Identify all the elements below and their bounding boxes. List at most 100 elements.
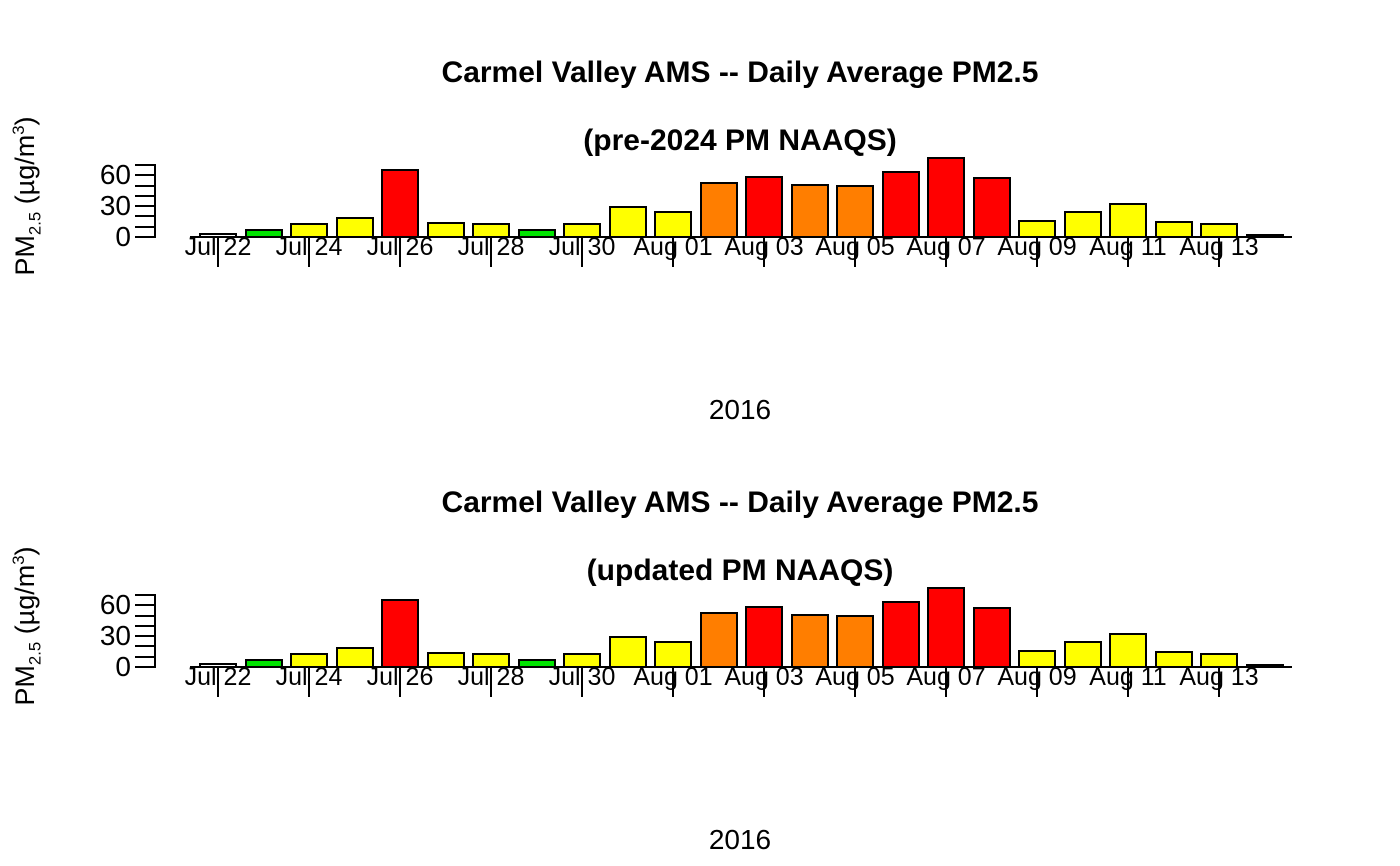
x-axis-year-label: 2016 [708, 394, 772, 425]
bar [336, 647, 374, 668]
y-tick [135, 635, 155, 638]
x-tick-label: Aug 07 [906, 233, 986, 261]
bar [973, 607, 1011, 668]
bar [518, 229, 556, 238]
bar [427, 222, 465, 238]
y-axis-label-units-open: (µg/m [10, 134, 40, 212]
x-tick-label: Jul 24 [275, 233, 343, 261]
x-tick-label: Jul 26 [366, 233, 434, 261]
y-tick [135, 624, 155, 627]
x-tick [1127, 237, 1129, 267]
y-tick [135, 604, 155, 607]
x-tick [1036, 667, 1038, 697]
x-tick [945, 237, 947, 267]
x-tick-label: Aug 03 [724, 233, 804, 261]
y-axis-label-prefix: PM [10, 665, 40, 706]
bar [791, 614, 829, 668]
y-tick [135, 174, 155, 177]
bar [518, 659, 556, 668]
y-tick [135, 655, 155, 658]
x-axis-line [190, 666, 1292, 668]
bar [700, 612, 738, 668]
y-axis-line [154, 163, 156, 238]
y-axis-label-units-open: (µg/m [10, 564, 40, 642]
x-tick [672, 237, 674, 267]
y-tick-label: 30 [99, 620, 131, 652]
y-tick [135, 215, 155, 218]
y-tick [135, 194, 155, 197]
x-tick [581, 237, 583, 267]
x-tick-label: Jul 30 [548, 663, 616, 691]
bar [745, 176, 783, 238]
x-tick-label: Aug 09 [997, 663, 1077, 691]
y-tick-label: 30 [99, 190, 131, 222]
bar [836, 185, 874, 238]
y-tick [135, 205, 155, 208]
x-tick-label: Aug 09 [997, 233, 1077, 261]
bar [381, 599, 419, 668]
bar [973, 177, 1011, 238]
bar [882, 601, 920, 668]
y-axis-label: PM2.5 (µg/m3) [9, 476, 44, 776]
y-tick [135, 225, 155, 228]
x-tick [308, 667, 310, 697]
bar [1246, 234, 1284, 238]
y-tick-label: 60 [99, 589, 131, 621]
y-tick [135, 614, 155, 617]
bar [336, 217, 374, 238]
bar [245, 659, 283, 668]
bar [609, 636, 647, 668]
y-tick [135, 236, 155, 238]
x-tick [581, 667, 583, 697]
x-tick-label: Aug 05 [815, 663, 895, 691]
bar [745, 606, 783, 668]
x-tick [308, 237, 310, 267]
bar [609, 206, 647, 238]
y-axis-label-units-close: ) [10, 546, 40, 556]
chart-panel-pre2024: Carmel Valley AMS -- Daily Average PM2.5… [9, 46, 1292, 425]
bar [1155, 221, 1193, 238]
y-axis-line [154, 593, 156, 668]
bar [882, 171, 920, 238]
x-tick-label: Jul 22 [184, 663, 252, 691]
x-tick [672, 667, 674, 697]
bar [927, 587, 965, 668]
y-axis-label: PM2.5 (µg/m3) [9, 46, 44, 346]
bar [381, 169, 419, 238]
x-tick [399, 237, 401, 267]
x-tick [217, 667, 219, 697]
y-tick [135, 184, 155, 187]
chart-panel-updated: Carmel Valley AMS -- Daily Average PM2.5… [0, 430, 1400, 863]
x-tick [1218, 667, 1220, 697]
bar [700, 182, 738, 238]
y-tick-label: 60 [99, 159, 131, 191]
x-tick [399, 667, 401, 697]
bar [427, 652, 465, 668]
bar [1064, 211, 1102, 238]
x-tick [945, 667, 947, 697]
y-tick-label: 0 [115, 221, 131, 252]
x-axis-line [190, 236, 1292, 238]
x-tick [854, 237, 856, 267]
x-tick-label: Aug 01 [633, 233, 713, 261]
x-tick [1127, 667, 1129, 697]
chart-title: Carmel Valley AMS -- Daily Average PM2.5 [441, 486, 1039, 519]
x-tick-label: Jul 28 [457, 233, 525, 261]
bar [245, 229, 283, 238]
x-tick-label: Aug 03 [724, 663, 804, 691]
bar [1246, 664, 1284, 668]
x-tick [1218, 237, 1220, 267]
y-tick [135, 163, 155, 166]
x-tick [217, 237, 219, 267]
y-tick [135, 593, 155, 596]
bar [654, 641, 692, 668]
x-tick-label: Aug 07 [906, 663, 986, 691]
x-tick [854, 667, 856, 697]
x-tick-label: Jul 22 [184, 233, 252, 261]
chart-subtitle: (pre-2024 PM NAAQS) [583, 124, 897, 157]
x-tick-label: Aug 11 [1089, 233, 1167, 261]
x-tick-label: Jul 28 [457, 663, 525, 691]
x-tick [1036, 237, 1038, 267]
x-tick-label: Jul 26 [366, 663, 434, 691]
